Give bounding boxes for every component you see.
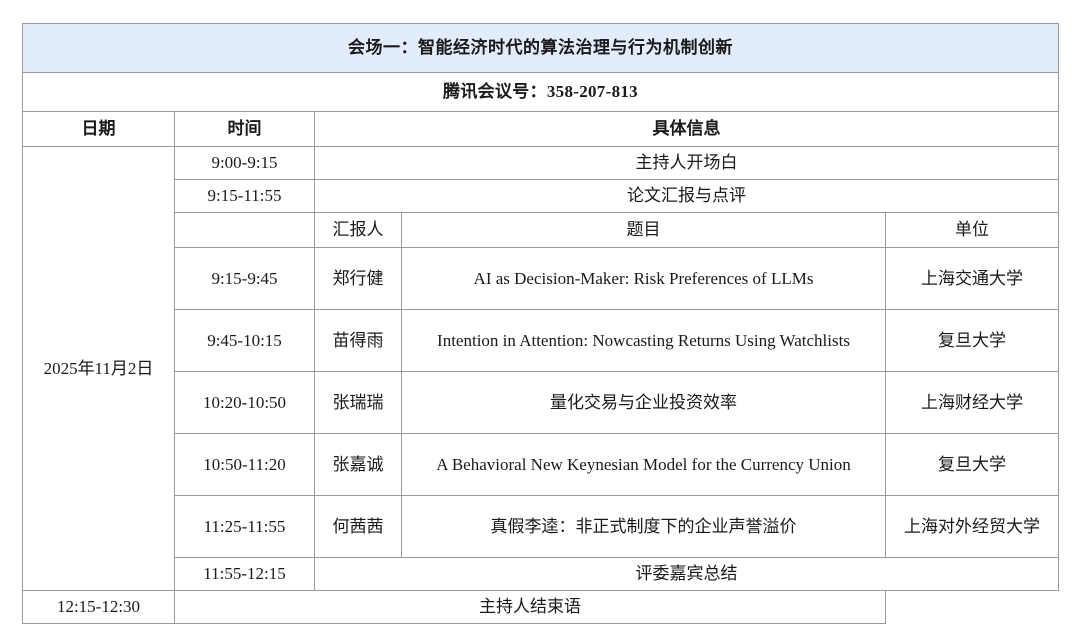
time-cell: 9:15-11:55	[174, 179, 315, 213]
column-header-details: 具体信息	[313, 111, 1060, 147]
presenter-cell: 苗得雨	[314, 309, 402, 372]
column-header-time: 时间	[174, 111, 315, 147]
table-header-row: 日期 时间 具体信息	[22, 111, 1060, 147]
date-cell: 2025年11月2日	[22, 146, 175, 591]
subheader-affiliation: 单位	[884, 212, 1060, 248]
meeting-number: 腾讯会议号：358-207-813	[21, 72, 1060, 112]
table-row: 9:15-11:55 论文汇报与点评	[23, 179, 1060, 213]
presenter-cell: 何茜茜	[314, 495, 402, 558]
paper-title-cell: 真假李逵：非正式制度下的企业声誉溢价	[401, 495, 886, 558]
time-cell: 9:15-9:45	[174, 247, 315, 310]
time-cell: 9:45-10:15	[174, 309, 315, 372]
subheader-presenter: 汇报人	[314, 212, 402, 248]
table-subheader-row: 汇报人 题目 单位	[23, 212, 1060, 248]
time-cell: 10:50-11:20	[174, 433, 315, 496]
session-title-row: 会场一：智能经济时代的算法治理与行为机制创新	[21, 23, 1060, 73]
table-row: 2025年11月2日 9:00-9:15 主持人开场白	[22, 146, 1060, 591]
affiliation-cell: 复旦大学	[884, 309, 1060, 372]
table-row: 10:20-10:50 张瑞瑞 量化交易与企业投资效率 上海财经大学	[23, 371, 1060, 434]
subheader-time-blank	[174, 212, 315, 248]
paper-title-cell: 量化交易与企业投资效率	[401, 371, 886, 434]
time-cell: 11:55-12:15	[174, 557, 315, 591]
column-header-date: 日期	[22, 111, 175, 147]
time-cell: 12:15-12:30	[22, 590, 175, 624]
paper-title-cell: AI as Decision-Maker: Risk Preferences o…	[401, 247, 886, 310]
affiliation-cell: 上海交通大学	[884, 247, 1060, 310]
session-title: 会场一：智能经济时代的算法治理与行为机制创新	[21, 23, 1060, 73]
time-cell: 9:00-9:15	[174, 146, 315, 180]
paper-title-cell: Intention in Attention: Nowcasting Retur…	[401, 309, 886, 372]
presenter-cell: 张瑞瑞	[314, 371, 402, 434]
affiliation-cell: 上海财经大学	[884, 371, 1060, 434]
table-row: 11:55-12:15 评委嘉宾总结	[23, 557, 1060, 591]
detail-cell: 主持人开场白	[313, 146, 1060, 180]
meeting-number-row: 腾讯会议号：358-207-813	[21, 72, 1060, 112]
affiliation-cell: 上海对外经贸大学	[884, 495, 1060, 558]
document-page: 会场一：智能经济时代的算法治理与行为机制创新 腾讯会议号：358-207-813…	[21, 23, 1060, 624]
table-row: 10:50-11:20 张嘉诚 A Behavioral New Keynesi…	[23, 433, 1060, 496]
presenter-cell: 张嘉诚	[314, 433, 402, 496]
paper-title-cell: A Behavioral New Keynesian Model for the…	[401, 433, 886, 496]
table-row: 9:45-10:15 苗得雨 Intention in Attention: N…	[23, 309, 1060, 372]
session-schedule-table: 会场一：智能经济时代的算法治理与行为机制创新 腾讯会议号：358-207-813…	[21, 23, 1060, 624]
affiliation-cell: 复旦大学	[884, 433, 1060, 496]
time-cell: 10:20-10:50	[174, 371, 315, 434]
table-row: 9:15-9:45 郑行健 AI as Decision-Maker: Risk…	[23, 247, 1060, 310]
presenter-cell: 郑行健	[314, 247, 402, 310]
table-row: 12:15-12:30 主持人结束语	[22, 590, 1059, 624]
time-cell: 11:25-11:55	[174, 495, 315, 558]
table-row: 11:25-11:55 何茜茜 真假李逵：非正式制度下的企业声誉溢价 上海对外经…	[23, 495, 1060, 558]
detail-cell: 论文汇报与点评	[313, 179, 1060, 213]
detail-cell: 主持人结束语	[174, 590, 886, 624]
detail-cell: 评委嘉宾总结	[313, 557, 1060, 591]
subheader-paper-title: 题目	[401, 212, 886, 248]
